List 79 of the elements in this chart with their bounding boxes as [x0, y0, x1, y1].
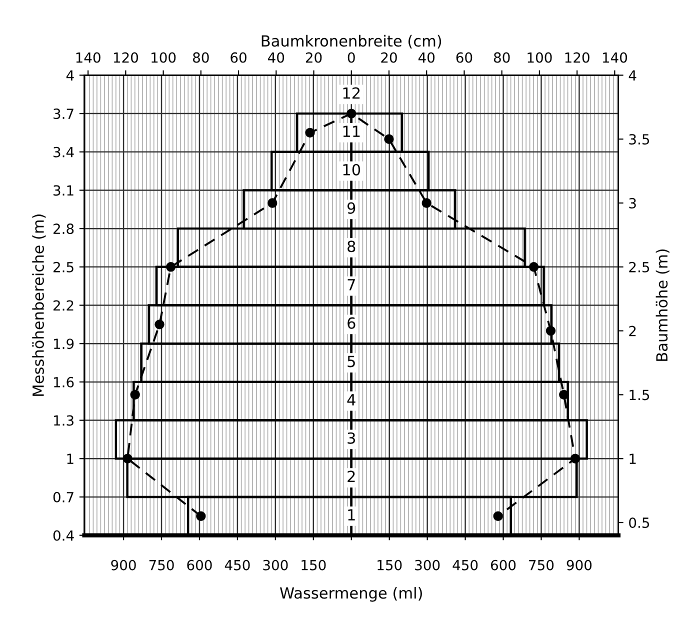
annotation: 4	[347, 394, 356, 406]
annotation: 2	[348, 470, 355, 482]
x-tick-label: 450	[452, 560, 478, 570]
point	[528, 262, 539, 272]
y2-tick-label: 1.5	[630, 390, 650, 400]
y-tick-label: 4	[66, 70, 74, 80]
y2-tick-label: 0.5	[629, 517, 650, 528]
annotation: 9	[347, 202, 356, 214]
annotation: 3	[348, 432, 356, 444]
x-tick-label: 750	[529, 560, 554, 570]
point	[570, 454, 580, 464]
x-tick-label: 450	[224, 560, 250, 570]
x-tick-label: 750	[149, 560, 174, 570]
point	[166, 262, 176, 272]
x-tick-label: 150	[378, 560, 402, 570]
y-tick-label: 3.1	[54, 185, 74, 196]
x-tick-label: 600	[490, 560, 516, 570]
y2-tick-label: 2.5	[629, 262, 650, 272]
x-tick-label: 600	[187, 560, 212, 570]
annotation: 7	[348, 279, 355, 290]
x-tick-label: 300	[415, 560, 440, 570]
y-tick-label: 1.6	[54, 376, 74, 388]
x2-tick-label: 80	[193, 52, 209, 63]
point	[196, 511, 206, 521]
point	[268, 198, 278, 208]
y2-tick-label: 3	[629, 198, 636, 208]
x-tick-label: 900	[566, 560, 592, 570]
x2-tick-label: 60	[230, 52, 246, 63]
x-axis-title: Wassermenge (ml)	[280, 586, 422, 602]
y-tick-label: 0.7	[53, 492, 74, 502]
point	[559, 390, 569, 400]
y-tick-label: 1.3	[54, 415, 74, 426]
x2-axis-title: Baumkronenbreite (cm)	[262, 34, 442, 49]
y-axis-title: Messhöhenbereiche (m)	[32, 214, 46, 396]
x-tick-label: 300	[263, 560, 288, 570]
annotation: 8	[348, 240, 356, 252]
x2-tick-label: 120	[114, 52, 138, 63]
annotation: 5	[348, 356, 355, 368]
x2-tick-label: 20	[381, 52, 397, 63]
y-tick-label: 2.5	[54, 262, 74, 272]
y-tick-label: 3.4	[54, 146, 74, 158]
y-tick-label: 1	[67, 454, 74, 464]
annotation: 10	[343, 164, 360, 176]
point	[154, 320, 164, 330]
point	[493, 511, 503, 521]
y2-tick-label: 3.5	[629, 134, 650, 145]
x2-tick-label: 40	[418, 52, 435, 63]
y-tick-label: 2.2	[54, 300, 74, 311]
x2-tick-label: 140	[76, 52, 100, 63]
x2-tick-label: 80	[494, 52, 510, 63]
point	[122, 454, 132, 464]
y2-tick-label: 2	[629, 326, 636, 336]
x2-tick-label: 120	[565, 52, 590, 63]
point	[346, 108, 356, 118]
y-tick-label: 2.8	[54, 224, 74, 234]
x2-tick-label: 100	[528, 52, 552, 63]
annotation: 11	[343, 126, 360, 137]
y2-tick-label: 1	[630, 454, 636, 464]
x2-tick-label: 0	[348, 52, 355, 63]
annotation: 12	[343, 87, 360, 99]
point	[546, 326, 556, 336]
y-tick-label: 0.4	[53, 530, 74, 541]
x2-tick-label: 20	[306, 52, 322, 63]
x2-tick-label: 100	[152, 52, 176, 63]
y-tick-label: 1.9	[54, 338, 74, 350]
x2-tick-label: 40	[268, 52, 284, 63]
point	[305, 128, 315, 138]
y2-tick-label: 4	[628, 70, 636, 80]
y-tick-label: 3.7	[54, 108, 74, 120]
x-tick-label: 150	[302, 560, 326, 570]
annotation: 1	[348, 509, 355, 520]
x2-tick-label: 60	[456, 52, 472, 63]
point	[384, 134, 394, 144]
x2-tick-label: 140	[602, 52, 628, 63]
point	[422, 198, 432, 208]
point	[130, 390, 140, 400]
x-tick-label: 900	[111, 560, 136, 570]
y2-axis-title: Baumhöhe (m)	[656, 249, 670, 361]
annotation: 6	[348, 317, 356, 329]
